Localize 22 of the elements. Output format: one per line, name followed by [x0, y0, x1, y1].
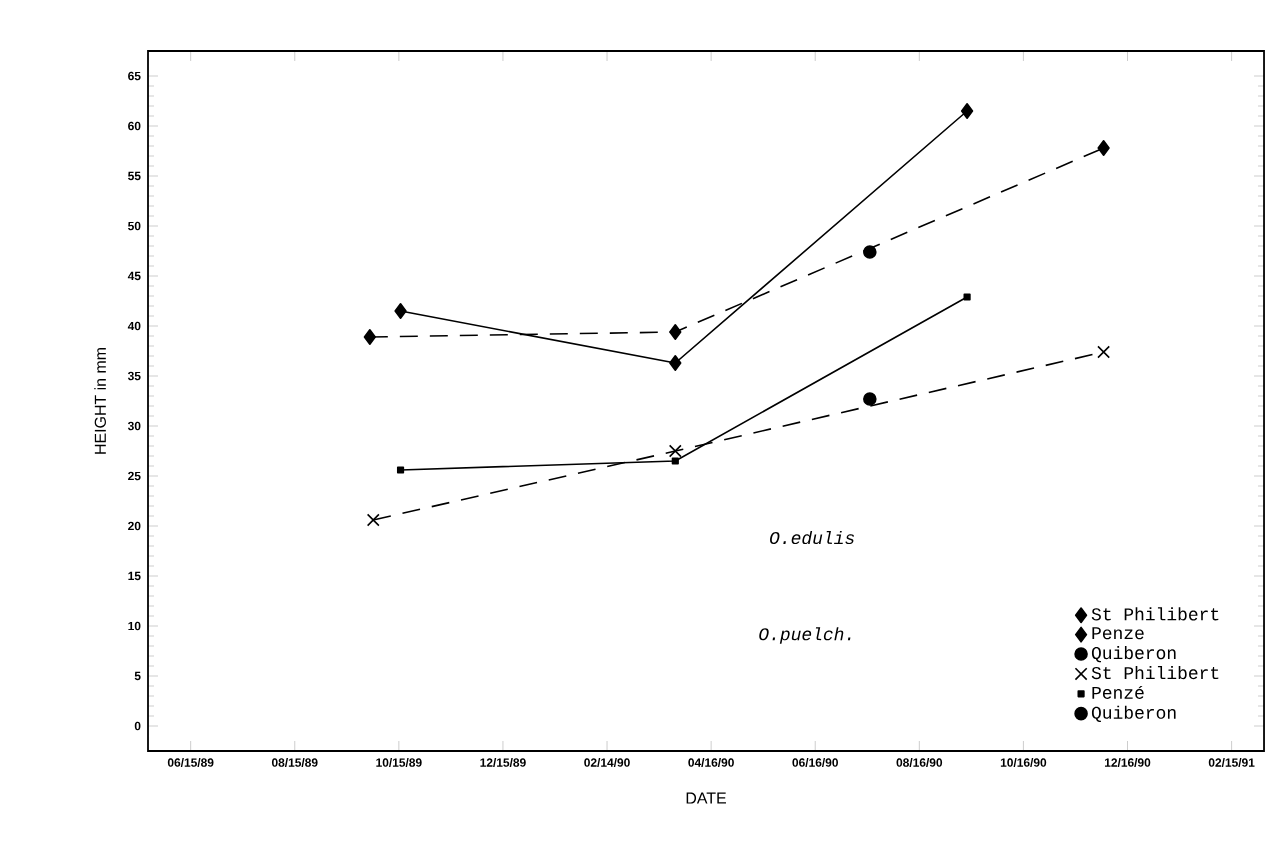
- legend-label: Penzé: [1092, 685, 1144, 699]
- point: [394, 303, 407, 319]
- point: [366, 513, 380, 527]
- annotation: O.edulis: [770, 530, 854, 545]
- legend-label: Penze: [1092, 627, 1144, 640]
- point: [363, 329, 377, 345]
- point: [396, 466, 405, 474]
- point: [671, 457, 679, 465]
- point: [1097, 140, 1110, 156]
- point: [863, 245, 877, 259]
- legend-label: Quiberon: [1091, 645, 1176, 663]
- point: [963, 293, 971, 301]
- legend-label: St Philibert: [1091, 607, 1219, 621]
- legend-label: Quiberon: [1091, 705, 1176, 723]
- point: [668, 444, 682, 458]
- point: [1097, 345, 1111, 359]
- point: [669, 355, 682, 371]
- annotation: O.puelch.: [759, 627, 851, 644]
- legend-label: St Philibert: [1091, 665, 1219, 680]
- point: [669, 324, 682, 340]
- point: [863, 392, 877, 406]
- point: [960, 103, 974, 119]
